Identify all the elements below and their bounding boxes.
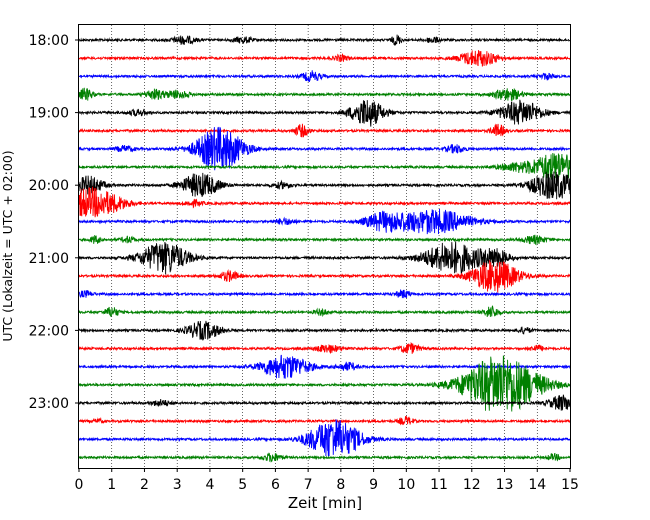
trace-2330	[79, 419, 570, 457]
trace-group	[79, 34, 570, 463]
vertical-grid	[111, 25, 538, 468]
y-tick-label: 18:00	[29, 33, 69, 49]
y-tick-label: 19:00	[29, 106, 69, 122]
x-axis-label: Zeit [min]	[288, 494, 362, 512]
trace-1845	[79, 87, 570, 101]
trace-2100	[79, 241, 570, 275]
x-tick-label: 11	[430, 477, 448, 493]
y-tick-label: 23:00	[29, 396, 69, 412]
x-axis: 0 1 2 3 4 5 6 7 8 9 10 11 12 13 14 15	[75, 468, 579, 493]
trace-2345	[79, 452, 570, 463]
x-tick-label: 8	[336, 477, 345, 493]
x-tick-label: 14	[528, 477, 546, 493]
trace-2230	[79, 354, 570, 379]
trace-2130	[79, 289, 570, 299]
y-tick-label: 20:00	[29, 178, 69, 194]
x-tick-label: 5	[238, 477, 247, 493]
trace-2000	[79, 171, 570, 200]
y-tick-label: 21:00	[29, 251, 69, 267]
trace-2245	[79, 355, 570, 412]
trace-2215	[79, 341, 570, 354]
y-tick-label: 22:00	[29, 323, 69, 339]
trace-2030	[79, 208, 570, 235]
trace-1915	[79, 123, 570, 138]
x-tick-label: 4	[205, 477, 214, 493]
y-axis-label: UTC (Lokalzeit = UTC + 02:00)	[0, 150, 15, 341]
x-tick-label: 13	[496, 477, 514, 493]
x-tick-label: 10	[397, 477, 415, 493]
trace-1800	[79, 34, 570, 46]
trace-2115	[79, 260, 570, 293]
y-axis: 18:00 19:00 20:00 21:00 22:00 23:00	[29, 33, 79, 412]
trace-1830	[79, 70, 570, 82]
trace-1815	[79, 50, 570, 67]
x-tick-label: 15	[561, 477, 579, 493]
trace-2300	[79, 394, 570, 411]
x-tick-label: 6	[271, 477, 280, 493]
trace-1900	[79, 99, 570, 127]
x-tick-label: 9	[369, 477, 378, 493]
trace-2200	[79, 320, 570, 341]
trace-2315	[79, 415, 570, 426]
x-tick-label: 3	[173, 477, 182, 493]
trace-1930	[79, 126, 570, 171]
trace-2045	[79, 234, 570, 246]
trace-2145	[79, 305, 570, 318]
x-tick-label: 7	[304, 477, 313, 493]
trace-2015	[79, 186, 570, 218]
x-tick-label: 12	[463, 477, 481, 493]
trace-1945	[79, 152, 570, 180]
plot-frame	[78, 24, 571, 469]
x-tick-label: 0	[75, 477, 84, 493]
x-tick-label: 2	[140, 477, 149, 493]
x-tick-label: 1	[107, 477, 116, 493]
